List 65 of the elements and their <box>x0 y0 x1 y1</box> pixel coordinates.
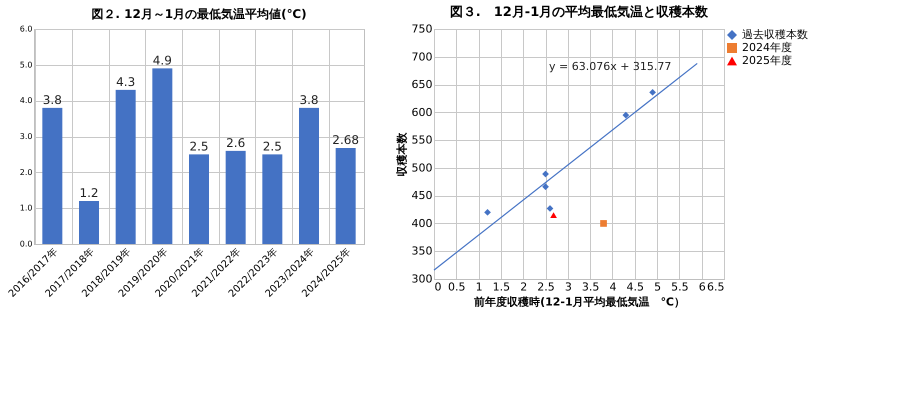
data-label: 2.6 <box>226 136 246 150</box>
x-tick-label: 2.5 <box>537 280 555 294</box>
legend-label: 過去収穫本数 <box>742 28 808 41</box>
bar <box>262 154 282 244</box>
y-tick-label: 300 <box>412 272 432 286</box>
y-tick-label: 5.0 <box>20 60 32 70</box>
x-tick-label: 2 <box>520 280 528 294</box>
bar <box>189 154 209 244</box>
x-tick-label: 4.5 <box>626 280 644 294</box>
y-tick-label: 6.0 <box>20 24 32 34</box>
data-label: 2.5 <box>262 139 282 154</box>
x-tick-label: 5 <box>654 280 662 294</box>
x-axis-title: 前年度収穫時(12-1月平均最低気温 ℃） <box>473 296 685 308</box>
x-tick-label: 6 <box>698 280 706 294</box>
x-tick-label: 6.5 <box>707 280 724 294</box>
y-tick-label: 3.0 <box>20 132 32 141</box>
bar <box>116 90 136 244</box>
y-axis-title: 収穫本数 <box>396 132 409 176</box>
x-tick-label: 1.5 <box>492 280 510 294</box>
data-label: 3.8 <box>299 92 319 107</box>
y-tick-label: 350 <box>412 244 432 258</box>
y-tick-label: 2.0 <box>20 168 32 177</box>
y-tick-label: 550 <box>412 134 432 147</box>
y-tick-label: 600 <box>412 106 432 119</box>
data-label: 3.8 <box>42 92 62 107</box>
bar <box>336 148 356 244</box>
bar <box>226 150 246 244</box>
x-tick-label: 3 <box>564 280 572 294</box>
legend-label: 2024年度 <box>742 41 792 54</box>
legend-label: 2025年度 <box>742 54 792 67</box>
point <box>649 88 656 96</box>
x-tick-label: 0 <box>434 280 442 294</box>
data-label: 1.2 <box>79 186 99 200</box>
x-tick-label: 0.5 <box>448 280 466 294</box>
point <box>550 212 557 218</box>
x-tick-label: 1 <box>476 280 483 294</box>
x-tick-label: 5.5 <box>671 280 689 294</box>
point <box>600 220 607 227</box>
chart-title: 図２. 12月～1月の最低気温平均値(℃) <box>91 7 307 21</box>
y-tick-label: 400 <box>412 216 432 230</box>
bar <box>299 108 319 244</box>
point <box>484 208 491 216</box>
bar <box>79 201 99 244</box>
point <box>546 205 554 212</box>
data-label: 4.9 <box>152 53 172 68</box>
x-tick-label: 4 <box>609 280 616 294</box>
y-tick-label: 700 <box>412 50 432 64</box>
point <box>542 170 549 178</box>
y-tick-label: 0.0 <box>20 240 32 248</box>
y-tick-label: 4.0 <box>20 96 32 106</box>
annotation: y = 63.076x + 315.77 <box>549 60 672 73</box>
data-label: 2.5 <box>189 139 209 154</box>
point <box>542 183 549 190</box>
data-label: 2.68 <box>332 132 360 147</box>
y-tick-label: 450 <box>412 189 432 202</box>
y-tick-label: 1.0 <box>20 204 32 213</box>
point <box>622 112 630 118</box>
y-tick-label: 650 <box>412 78 432 92</box>
chart-title: 図３. 12月-1月の平均最低気温と収穫本数 <box>450 5 710 20</box>
y-tick-label: 750 <box>412 22 432 36</box>
data-label: 4.3 <box>116 74 136 89</box>
x-tick-label: 3.5 <box>582 280 600 294</box>
bar <box>152 68 172 244</box>
y-tick-label: 500 <box>412 161 432 174</box>
bar <box>42 108 62 244</box>
